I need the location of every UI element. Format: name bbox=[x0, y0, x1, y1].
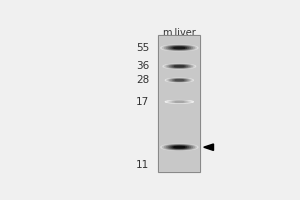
Ellipse shape bbox=[174, 101, 185, 102]
Ellipse shape bbox=[171, 101, 188, 102]
Ellipse shape bbox=[172, 146, 187, 148]
Ellipse shape bbox=[165, 78, 193, 82]
Ellipse shape bbox=[167, 79, 192, 82]
Ellipse shape bbox=[168, 65, 191, 68]
Ellipse shape bbox=[172, 47, 187, 49]
Ellipse shape bbox=[174, 147, 185, 148]
Ellipse shape bbox=[169, 101, 189, 103]
Ellipse shape bbox=[170, 47, 189, 49]
Ellipse shape bbox=[173, 66, 186, 67]
Ellipse shape bbox=[168, 46, 190, 49]
Text: m.liver: m.liver bbox=[163, 28, 196, 38]
Ellipse shape bbox=[167, 101, 192, 103]
Bar bbox=[158, 35, 200, 172]
Text: 55: 55 bbox=[136, 43, 149, 53]
Ellipse shape bbox=[164, 145, 194, 150]
Ellipse shape bbox=[163, 144, 196, 150]
Text: 28: 28 bbox=[136, 75, 149, 85]
Ellipse shape bbox=[165, 64, 194, 68]
Ellipse shape bbox=[168, 79, 190, 82]
Ellipse shape bbox=[174, 80, 185, 81]
Bar bbox=[158, 35, 200, 172]
Text: 11: 11 bbox=[136, 160, 149, 170]
Ellipse shape bbox=[172, 101, 186, 102]
Ellipse shape bbox=[163, 45, 196, 50]
Ellipse shape bbox=[174, 66, 184, 67]
Ellipse shape bbox=[171, 65, 188, 67]
Ellipse shape bbox=[166, 145, 192, 149]
Polygon shape bbox=[204, 144, 214, 150]
Text: 17: 17 bbox=[136, 97, 149, 107]
Ellipse shape bbox=[172, 79, 186, 81]
Ellipse shape bbox=[175, 80, 184, 81]
Ellipse shape bbox=[161, 144, 198, 150]
Ellipse shape bbox=[169, 79, 189, 81]
Ellipse shape bbox=[169, 65, 189, 68]
Ellipse shape bbox=[174, 47, 185, 48]
Ellipse shape bbox=[168, 146, 190, 149]
Ellipse shape bbox=[163, 64, 196, 69]
Ellipse shape bbox=[165, 101, 193, 103]
Ellipse shape bbox=[161, 45, 198, 51]
Ellipse shape bbox=[170, 146, 189, 149]
Ellipse shape bbox=[171, 79, 188, 81]
Ellipse shape bbox=[164, 46, 194, 50]
Ellipse shape bbox=[166, 65, 192, 68]
Text: 36: 36 bbox=[136, 61, 149, 71]
Ellipse shape bbox=[168, 101, 190, 103]
Ellipse shape bbox=[166, 46, 192, 50]
